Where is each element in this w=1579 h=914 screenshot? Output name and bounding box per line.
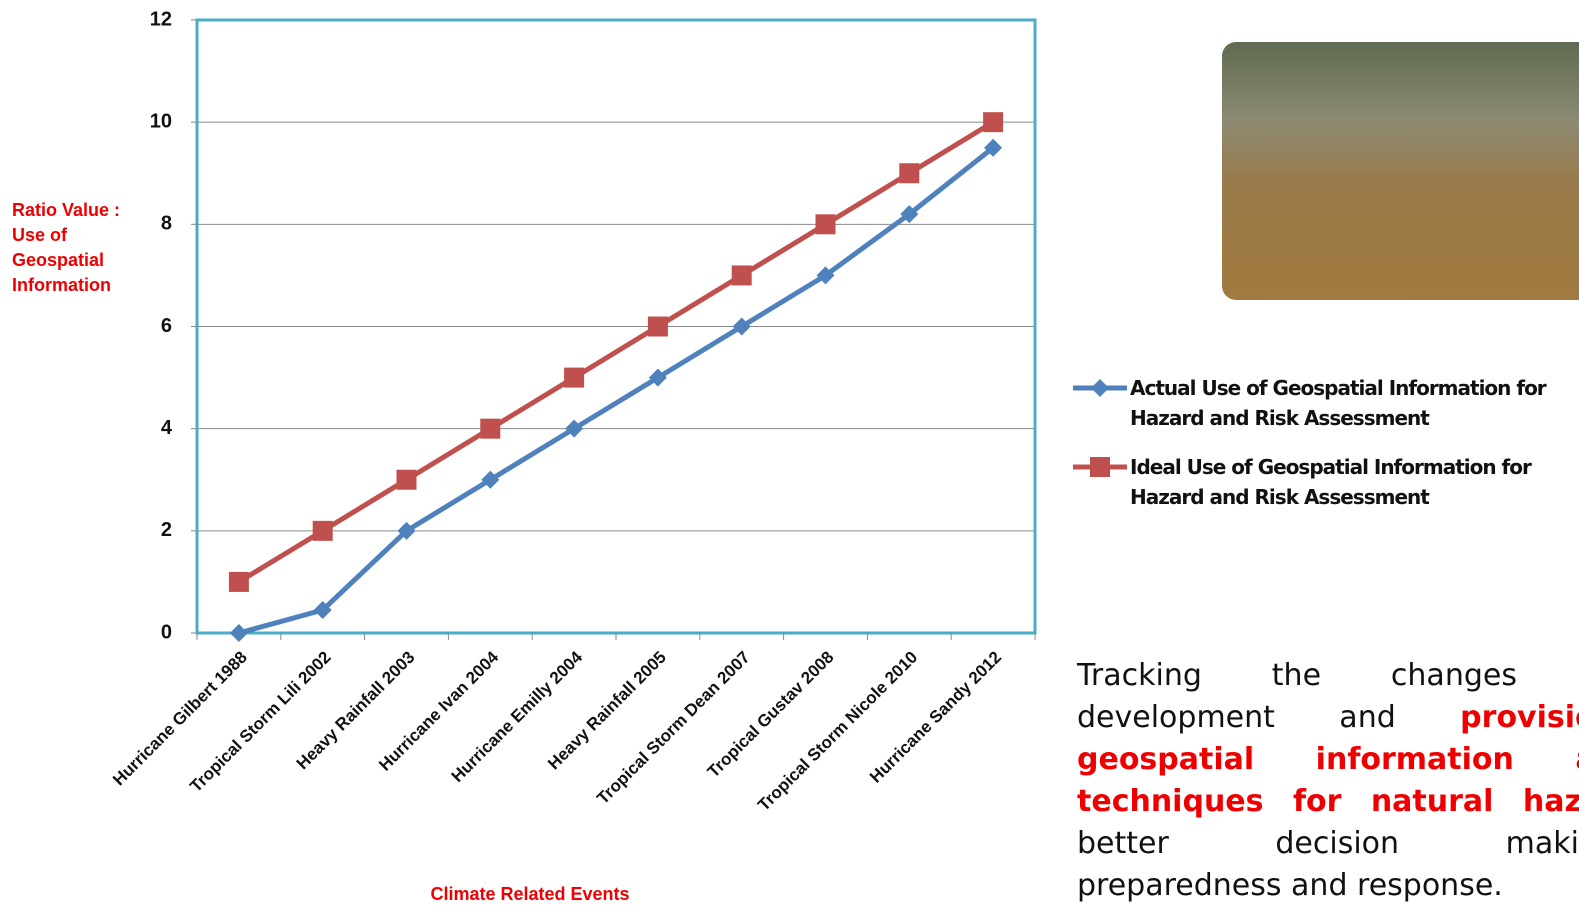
y-tick-label: 10	[150, 110, 172, 132]
paragraph-line: better decision making	[1077, 823, 1579, 865]
page: 024681012Hurricane Gilbert 1988Tropical …	[0, 0, 1579, 914]
paragraph-line: geospatial information an	[1077, 739, 1579, 781]
marker	[648, 317, 668, 337]
y-axis-label: Ratio Value : Use of Geospatial Informat…	[12, 198, 137, 298]
paragraph-text: Tracking the changes re	[1077, 658, 1579, 693]
paragraph-text: preparedness and response.	[1077, 868, 1503, 903]
paragraph-text: provision	[1460, 700, 1579, 735]
marker	[229, 572, 249, 592]
marker	[397, 470, 417, 490]
paragraph-line: techniques for natural hazar	[1077, 781, 1579, 823]
paragraph-text: better decision making	[1077, 826, 1579, 861]
legend-label: Ideal Use of Geospatial Information for …	[1130, 452, 1560, 512]
paragraph: Tracking the changes re development and p…	[1077, 655, 1579, 907]
marker	[1091, 379, 1109, 397]
y-tick-label: 0	[161, 621, 172, 643]
x-tick-label: Hurricane Gilbert 1988	[109, 648, 251, 790]
paragraph-line: Tracking the changes re	[1077, 655, 1579, 697]
marker	[480, 419, 500, 439]
legend-label: Actual Use of Geospatial Information for…	[1130, 373, 1560, 433]
paragraph-line: development and provision	[1077, 697, 1579, 739]
y-tick-label: 4	[161, 417, 173, 439]
y-tick-label: 6	[161, 315, 172, 337]
paragraph-line: preparedness and response.	[1077, 865, 1579, 907]
marker	[564, 368, 584, 388]
paragraph-text: geospatial information an	[1077, 742, 1579, 777]
paragraph-text: techniques for natural hazar	[1077, 784, 1579, 819]
y-tick-label: 2	[161, 519, 172, 541]
marker	[230, 624, 248, 642]
x-tick-label: Tropical Storm Dean 2007	[593, 648, 753, 808]
marker	[732, 265, 752, 285]
y-tick-label: 12	[150, 8, 172, 30]
paragraph-text: development and	[1077, 700, 1460, 735]
marker	[899, 163, 919, 183]
series-line	[239, 148, 993, 633]
x-axis-label: Climate Related Events	[330, 884, 730, 905]
marker	[983, 112, 1003, 132]
y-tick-label: 8	[161, 213, 172, 235]
marker	[816, 214, 836, 234]
x-tick-label: Tropical Storm Nicole 2010	[754, 648, 921, 815]
marker	[313, 521, 333, 541]
marker	[1090, 457, 1110, 477]
series-line	[239, 122, 993, 582]
x-tick-label: Tropical Storm Lili 2002	[186, 648, 334, 796]
